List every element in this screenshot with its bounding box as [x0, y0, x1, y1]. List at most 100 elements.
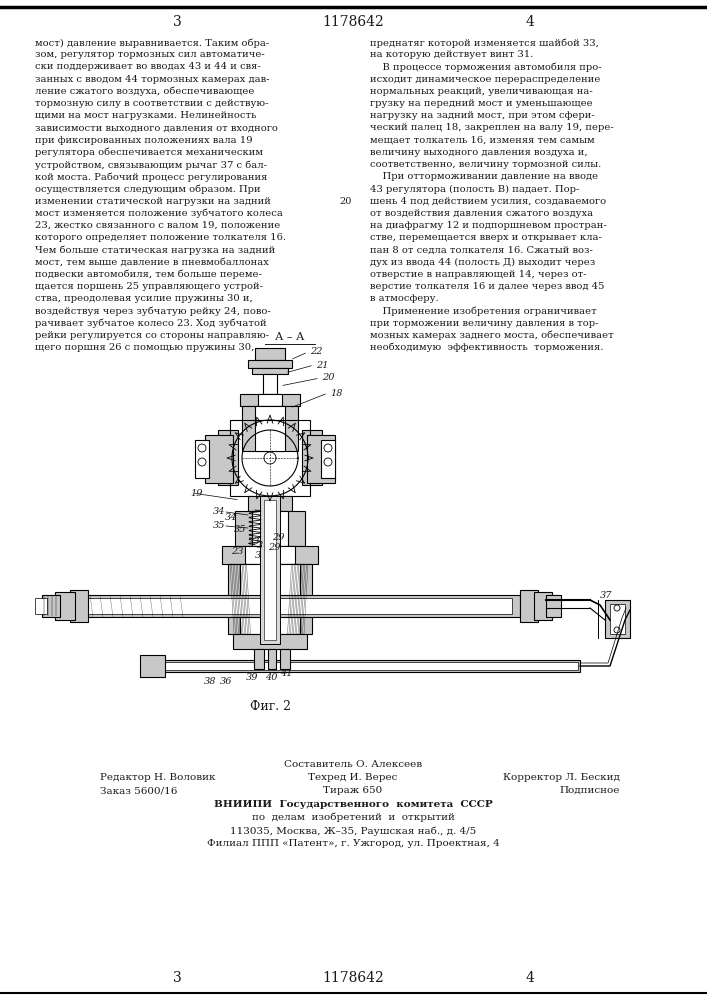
- Text: отверстие в направляющей 14, через от-: отверстие в направляющей 14, через от-: [370, 270, 587, 279]
- Bar: [160, 660, 580, 672]
- Circle shape: [614, 605, 620, 611]
- Text: которого определяет положение толкателя 16.: которого определяет положение толкателя …: [35, 233, 286, 242]
- Text: нагрузку на задний мост, при этом сфери-: нагрузку на задний мост, при этом сфери-: [370, 111, 595, 120]
- Text: 20: 20: [339, 197, 352, 206]
- Bar: [258, 394, 282, 406]
- Text: соответственно, величину тормозной силы.: соответственно, величину тормозной силы.: [370, 160, 601, 169]
- Circle shape: [614, 627, 620, 633]
- Text: 38: 38: [204, 678, 216, 686]
- Text: шень 4 под действием усилия, создаваемого: шень 4 под действием усилия, создаваемог…: [370, 197, 606, 206]
- Bar: [242, 406, 298, 451]
- Text: рейки регулируется со стороны направляю-: рейки регулируется со стороны направляю-: [35, 331, 269, 340]
- Bar: [520, 590, 538, 622]
- Text: осуществляется следующим образом. При: осуществляется следующим образом. При: [35, 184, 261, 194]
- Text: 3: 3: [255, 552, 261, 560]
- Bar: [88, 598, 512, 614]
- Text: 37: 37: [600, 590, 612, 599]
- Bar: [546, 595, 561, 617]
- Bar: [245, 546, 295, 564]
- Text: 1178642: 1178642: [322, 971, 384, 985]
- Text: ски поддерживает во вводах 43 и 44 и свя-: ски поддерживает во вводах 43 и 44 и свя…: [35, 62, 261, 71]
- Bar: [70, 590, 88, 622]
- Text: Заказ 5600/16: Заказ 5600/16: [100, 786, 177, 795]
- Bar: [302, 430, 322, 485]
- Text: 35: 35: [213, 522, 225, 530]
- Text: 21: 21: [316, 360, 329, 369]
- Text: стве, перемещается вверх и открывает кла-: стве, перемещается вверх и открывает кла…: [370, 233, 602, 242]
- Text: ства, преодолевая усилие пружины 30 и,: ства, преодолевая усилие пружины 30 и,: [35, 294, 252, 303]
- Bar: [233, 634, 307, 649]
- Text: В процессе торможения автомобиля про-: В процессе торможения автомобиля про-: [370, 62, 602, 72]
- Text: устройством, связывающим рычаг 37 с бал-: устройством, связывающим рычаг 37 с бал-: [35, 160, 267, 169]
- Bar: [42, 595, 60, 617]
- Bar: [80, 595, 520, 617]
- Text: преднатяг которой изменяется шайбой 33,: преднатяг которой изменяется шайбой 33,: [370, 38, 599, 47]
- Bar: [264, 500, 276, 640]
- Bar: [205, 435, 233, 483]
- Bar: [260, 496, 280, 644]
- Text: верстие толкателя 16 и далее через ввод 45: верстие толкателя 16 и далее через ввод …: [370, 282, 604, 291]
- Text: Применение изобретения ограничивает: Применение изобретения ограничивает: [370, 306, 597, 316]
- Text: ческий палец 18, закреплен на валу 19, пере-: ческий палец 18, закреплен на валу 19, п…: [370, 123, 614, 132]
- Text: 34: 34: [213, 508, 225, 516]
- Text: Редактор Н. Воловик: Редактор Н. Воловик: [100, 773, 216, 782]
- Bar: [263, 374, 277, 394]
- Text: 3: 3: [257, 540, 263, 550]
- Text: ВНИИПИ  Государственного  комитета  СССР: ВНИИПИ Государственного комитета СССР: [214, 800, 492, 809]
- Text: Подписное: Подписное: [560, 786, 620, 795]
- Text: кой моста. Рабочий процесс регулирования: кой моста. Рабочий процесс регулирования: [35, 172, 267, 182]
- Bar: [218, 430, 238, 485]
- Text: щими на мост нагрузками. Нелинейность: щими на мост нагрузками. Нелинейность: [35, 111, 257, 120]
- Text: дух из ввода 44 (полость Д) выходит через: дух из ввода 44 (полость Д) выходит чере…: [370, 258, 595, 267]
- Circle shape: [324, 444, 332, 452]
- Text: 41: 41: [280, 670, 292, 678]
- Text: тормозную силу в соответствии с действую-: тормозную силу в соответствии с действую…: [35, 99, 269, 108]
- Text: 4: 4: [525, 15, 534, 29]
- Text: щего поршня 26 с помощью пружины 30,: щего поршня 26 с помощью пружины 30,: [35, 343, 255, 352]
- Text: пан 8 от седла толкателя 16. Сжатый воз-: пан 8 от седла толкателя 16. Сжатый воз-: [370, 245, 593, 254]
- Bar: [230, 420, 310, 496]
- Bar: [307, 435, 335, 483]
- Bar: [268, 649, 276, 669]
- Text: 23: 23: [230, 548, 243, 556]
- Bar: [140, 655, 165, 677]
- Text: грузку на передний мост и уменьшающее: грузку на передний мост и уменьшающее: [370, 99, 592, 108]
- Bar: [222, 546, 318, 564]
- Bar: [235, 511, 305, 546]
- Text: воздействуя через зубчатую рейку 24, пово-: воздействуя через зубчатую рейку 24, пов…: [35, 306, 271, 316]
- Bar: [248, 496, 292, 511]
- Bar: [248, 360, 292, 368]
- Bar: [55, 592, 75, 620]
- Text: при фиксированных положениях вала 19: при фиксированных положениях вала 19: [35, 136, 252, 145]
- Text: Фиг. 2: Фиг. 2: [250, 700, 291, 713]
- Text: необходимую  эффективность  торможения.: необходимую эффективность торможения.: [370, 343, 603, 353]
- Text: 18: 18: [330, 388, 342, 397]
- Bar: [610, 604, 625, 634]
- Bar: [240, 394, 300, 406]
- Text: Корректор Л. Бескид: Корректор Л. Бескид: [503, 773, 620, 782]
- Text: 40: 40: [264, 674, 277, 682]
- Text: А – А: А – А: [275, 332, 305, 342]
- Text: подвески автомобиля, тем больше переме-: подвески автомобиля, тем больше переме-: [35, 270, 262, 279]
- Text: 36: 36: [220, 678, 233, 686]
- Bar: [280, 649, 290, 669]
- Text: величину выходного давления воздуха и,: величину выходного давления воздуха и,: [370, 148, 588, 157]
- Text: нормальных реакций, увеличивающая на-: нормальных реакций, увеличивающая на-: [370, 87, 592, 96]
- Circle shape: [324, 458, 332, 466]
- Text: 1178642: 1178642: [322, 15, 384, 29]
- Bar: [321, 440, 335, 478]
- Text: мещает толкатель 16, изменяя тем самым: мещает толкатель 16, изменяя тем самым: [370, 136, 595, 145]
- Text: щается поршень 25 управляющего устрой-: щается поршень 25 управляющего устрой-: [35, 282, 263, 291]
- Text: 39: 39: [246, 674, 258, 682]
- Text: 20: 20: [322, 373, 334, 382]
- Text: мост изменяется положение зубчатого колеса: мост изменяется положение зубчатого коле…: [35, 209, 283, 218]
- Text: исходит динамическое перераспределение: исходит динамическое перераспределение: [370, 75, 600, 84]
- Text: мост, тем выше давление в пневмобаллонах: мост, тем выше давление в пневмобаллонах: [35, 258, 269, 267]
- Text: 113035, Москва, Ж–35, Раушская наб., д. 4/5: 113035, Москва, Ж–35, Раушская наб., д. …: [230, 826, 476, 836]
- Text: 3: 3: [173, 971, 182, 985]
- Text: ление сжатого воздуха, обеспечивающее: ление сжатого воздуха, обеспечивающее: [35, 87, 255, 96]
- Text: занных с вводом 44 тормозных камерах дав-: занных с вводом 44 тормозных камерах дав…: [35, 75, 269, 84]
- Text: на которую действует винт 31.: на которую действует винт 31.: [370, 50, 533, 59]
- Text: 35: 35: [234, 526, 247, 534]
- Bar: [255, 406, 285, 451]
